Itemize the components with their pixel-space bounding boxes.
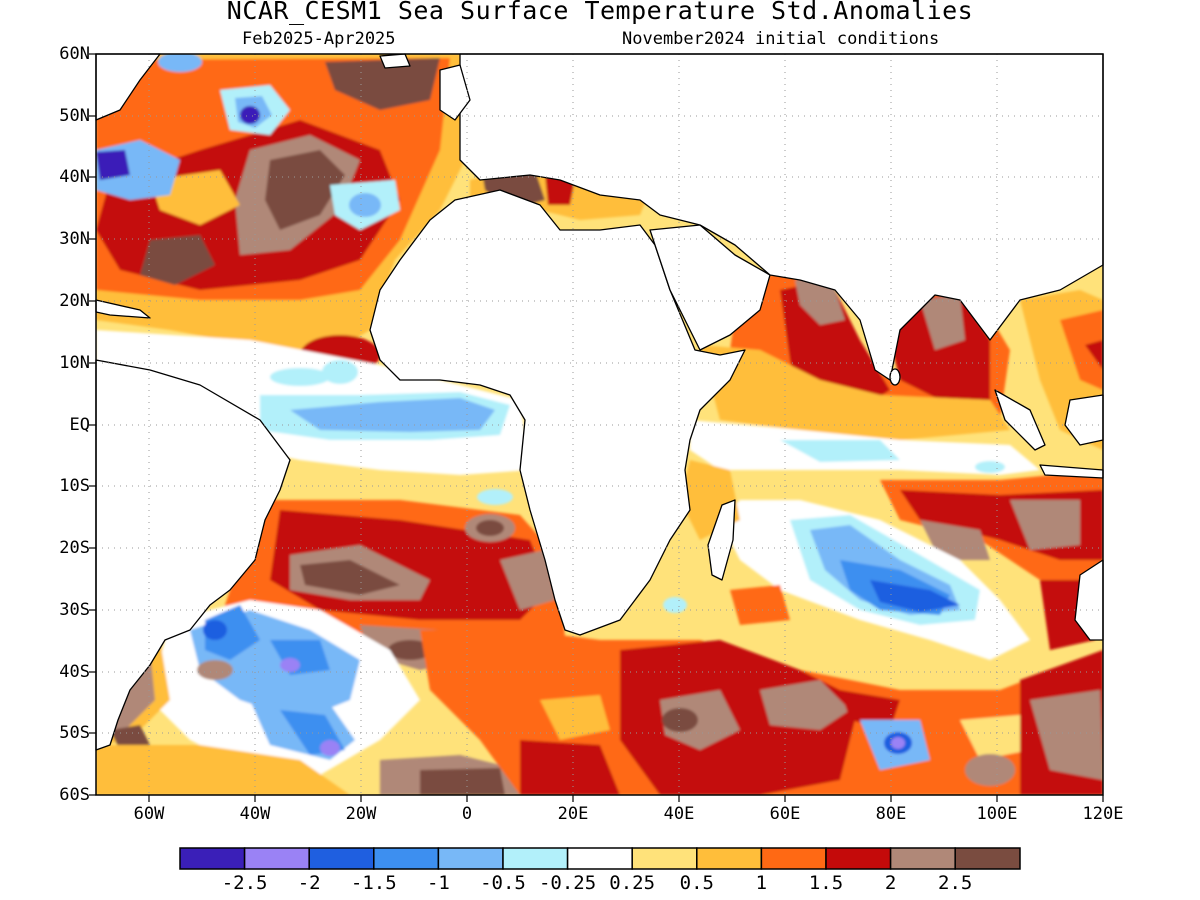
lon-label: 40E bbox=[663, 804, 695, 824]
map-title: NCAR_CESM1 Sea Surface Temperature Std.A… bbox=[226, 0, 974, 25]
sumatra bbox=[994, 389, 1046, 451]
colorbar-bin-7 bbox=[631, 847, 698, 870]
lat-label: 40N bbox=[59, 167, 90, 187]
colorbar-bin-3 bbox=[373, 847, 440, 870]
british-isles bbox=[439, 64, 471, 121]
lon-label: 0 bbox=[461, 804, 473, 824]
colorbar-bin-9 bbox=[760, 847, 827, 870]
colorbar-bin-2 bbox=[308, 847, 375, 870]
lon-label: 40W bbox=[239, 804, 271, 824]
lat-label: 10N bbox=[59, 353, 90, 373]
colorbar-label: 0.5 bbox=[679, 872, 714, 894]
colorbar-bin-1 bbox=[243, 847, 310, 870]
valid-period: Feb2025-Apr2025 bbox=[242, 29, 396, 49]
lat-label: 30N bbox=[59, 229, 90, 249]
colorbar-label: -2.5 bbox=[221, 872, 268, 894]
lat-label: 60S bbox=[59, 785, 90, 805]
initial-conditions: November2024 initial conditions bbox=[622, 29, 940, 49]
lat-label: 30S bbox=[59, 600, 90, 620]
lat-label: 50S bbox=[59, 723, 90, 743]
colorbar-bin-11 bbox=[889, 847, 956, 870]
lat-label: 20N bbox=[59, 291, 90, 311]
colorbar-label: 1.5 bbox=[808, 872, 844, 894]
eurasia-landmass bbox=[459, 53, 1104, 381]
colorbar-bin-8 bbox=[696, 847, 763, 870]
madagascar bbox=[707, 499, 736, 581]
lon-label: 20W bbox=[345, 804, 377, 824]
coastlines bbox=[95, 53, 1104, 751]
colorbar-label: -0.5 bbox=[480, 872, 526, 894]
iceland bbox=[379, 53, 411, 69]
lat-label: 10S bbox=[59, 476, 90, 496]
lat-label: 60N bbox=[59, 44, 90, 64]
colorbar-label: 2.5 bbox=[938, 872, 973, 894]
lat-label: EQ bbox=[69, 415, 90, 435]
colorbar-label: 0.25 bbox=[609, 872, 656, 894]
colorbar-bin-5 bbox=[502, 847, 569, 870]
sri-lanka bbox=[889, 368, 901, 386]
lat-label: 50N bbox=[59, 106, 90, 126]
colorbar-bin-0 bbox=[179, 847, 246, 870]
colorbar-bin-10 bbox=[825, 847, 892, 870]
colorbar-bin-4 bbox=[437, 847, 504, 870]
lat-label: 20S bbox=[59, 538, 90, 558]
colorbar-bin-12 bbox=[954, 847, 1021, 870]
colorbar-label: -0.25 bbox=[538, 872, 597, 894]
borneo bbox=[1064, 394, 1104, 446]
colorbar-label: -1.5 bbox=[350, 872, 397, 894]
lon-label: 120E bbox=[1082, 804, 1124, 824]
colorbar-label: 1 bbox=[755, 872, 768, 894]
colorbar-bin-6 bbox=[566, 847, 633, 870]
colorbar-label: -2 bbox=[297, 872, 321, 894]
lon-label: 20E bbox=[557, 804, 589, 824]
colorbar-label: 2 bbox=[884, 872, 897, 894]
tick-marks bbox=[89, 53, 1104, 802]
lon-label: 60E bbox=[769, 804, 801, 824]
colorbar-label: -1 bbox=[426, 872, 450, 894]
colorbar bbox=[179, 847, 1021, 870]
south-america-landmass bbox=[95, 359, 291, 751]
lat-label: 40S bbox=[59, 662, 90, 682]
lon-label: 100E bbox=[976, 804, 1018, 824]
lon-label: 60W bbox=[133, 804, 165, 824]
africa-landmass bbox=[369, 189, 746, 636]
arabian-peninsula bbox=[649, 224, 771, 351]
lon-label: 80E bbox=[875, 804, 907, 824]
